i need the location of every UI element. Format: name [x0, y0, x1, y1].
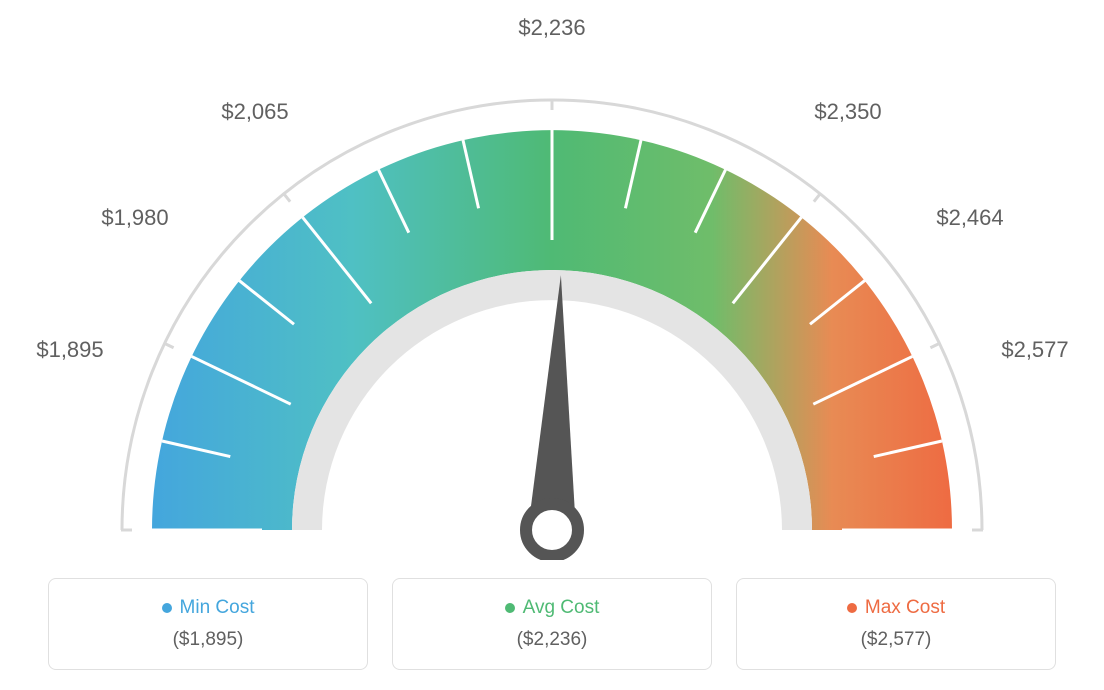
gauge-tick-label: $2,236	[518, 15, 585, 41]
gauge-tick-label: $1,980	[101, 205, 168, 231]
legend-title-avg: Avg Cost	[523, 597, 600, 619]
legend-card-max: Max Cost ($2,577)	[736, 578, 1056, 670]
gauge-chart: $1,895 $1,980 $2,065 $2,236 $2,350 $2,464 $2,5…	[0, 0, 1104, 560]
legend-top-max: Max Cost	[847, 597, 945, 619]
legend-value-avg: ($2,236)	[517, 629, 588, 651]
gauge-svg	[0, 0, 1104, 560]
legend-top-min: Min Cost	[162, 597, 255, 619]
legend-value-min: ($1,895)	[173, 629, 244, 651]
legend-card-min: Min Cost ($1,895)	[48, 578, 368, 670]
gauge-tick-label: $2,350	[814, 99, 881, 125]
legend-dot-min	[162, 603, 172, 613]
legend-card-avg: Avg Cost ($2,236)	[392, 578, 712, 670]
gauge-tick-label: $1,895	[36, 337, 103, 363]
legend-title-min: Min Cost	[180, 597, 255, 619]
gauge-tick-label: $2,464	[936, 205, 1003, 231]
legend-value-max: ($2,577)	[861, 629, 932, 651]
gauge-tick-label: $2,065	[221, 99, 288, 125]
gauge-tick-label: $2,577	[1001, 337, 1068, 363]
legend-top-avg: Avg Cost	[505, 597, 600, 619]
legend-dot-max	[847, 603, 857, 613]
legend-dot-avg	[505, 603, 515, 613]
legend-title-max: Max Cost	[865, 597, 945, 619]
legend-row: Min Cost ($1,895) Avg Cost ($2,236) Max …	[0, 578, 1104, 670]
